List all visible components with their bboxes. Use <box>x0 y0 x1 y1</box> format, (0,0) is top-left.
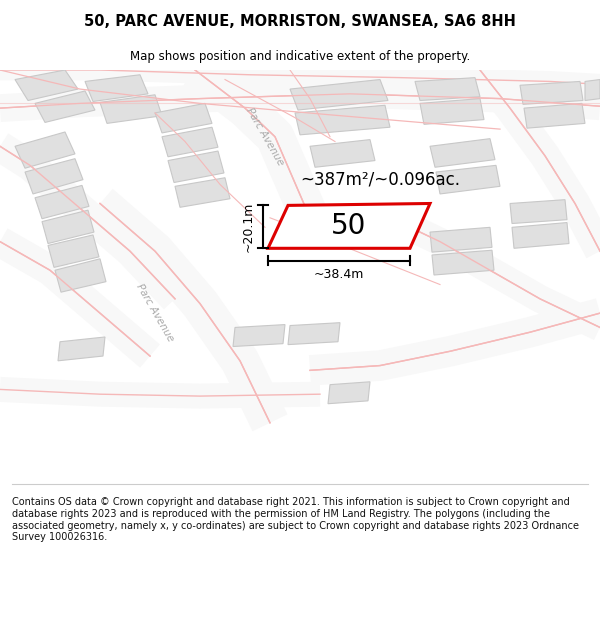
Text: Parc Avenue: Parc Avenue <box>244 106 286 168</box>
Polygon shape <box>430 139 495 168</box>
Polygon shape <box>35 186 89 219</box>
Polygon shape <box>436 166 500 194</box>
Text: ~20.1m: ~20.1m <box>242 202 255 252</box>
Text: Map shows position and indicative extent of the property.: Map shows position and indicative extent… <box>130 49 470 62</box>
Polygon shape <box>268 204 430 248</box>
Text: Parc Avenue: Parc Avenue <box>134 282 176 344</box>
Polygon shape <box>415 78 480 101</box>
Polygon shape <box>290 79 388 110</box>
Polygon shape <box>310 139 375 168</box>
Polygon shape <box>48 235 99 268</box>
Polygon shape <box>35 91 95 123</box>
Polygon shape <box>175 177 230 208</box>
Text: ~387m²/~0.096ac.: ~387m²/~0.096ac. <box>300 171 460 189</box>
Polygon shape <box>328 382 370 404</box>
Polygon shape <box>58 337 105 361</box>
Polygon shape <box>168 151 224 182</box>
Text: ~38.4m: ~38.4m <box>314 268 364 281</box>
Polygon shape <box>233 324 285 346</box>
Polygon shape <box>155 103 212 133</box>
Text: 50, PARC AVENUE, MORRISTON, SWANSEA, SA6 8HH: 50, PARC AVENUE, MORRISTON, SWANSEA, SA6… <box>84 14 516 29</box>
Polygon shape <box>512 222 569 248</box>
Polygon shape <box>295 105 390 135</box>
Polygon shape <box>42 210 94 244</box>
Polygon shape <box>15 70 78 101</box>
Polygon shape <box>55 259 106 292</box>
Polygon shape <box>520 81 583 104</box>
Polygon shape <box>524 103 585 128</box>
Polygon shape <box>288 322 340 344</box>
Text: 50: 50 <box>331 213 367 241</box>
Polygon shape <box>430 228 492 252</box>
Polygon shape <box>162 127 218 157</box>
Polygon shape <box>100 95 162 123</box>
Polygon shape <box>432 250 494 275</box>
Polygon shape <box>510 199 567 224</box>
Text: Contains OS data © Crown copyright and database right 2021. This information is : Contains OS data © Crown copyright and d… <box>12 498 579 542</box>
Polygon shape <box>420 99 484 124</box>
Polygon shape <box>585 79 600 101</box>
Polygon shape <box>25 159 83 194</box>
Polygon shape <box>15 132 75 168</box>
Polygon shape <box>85 75 148 101</box>
